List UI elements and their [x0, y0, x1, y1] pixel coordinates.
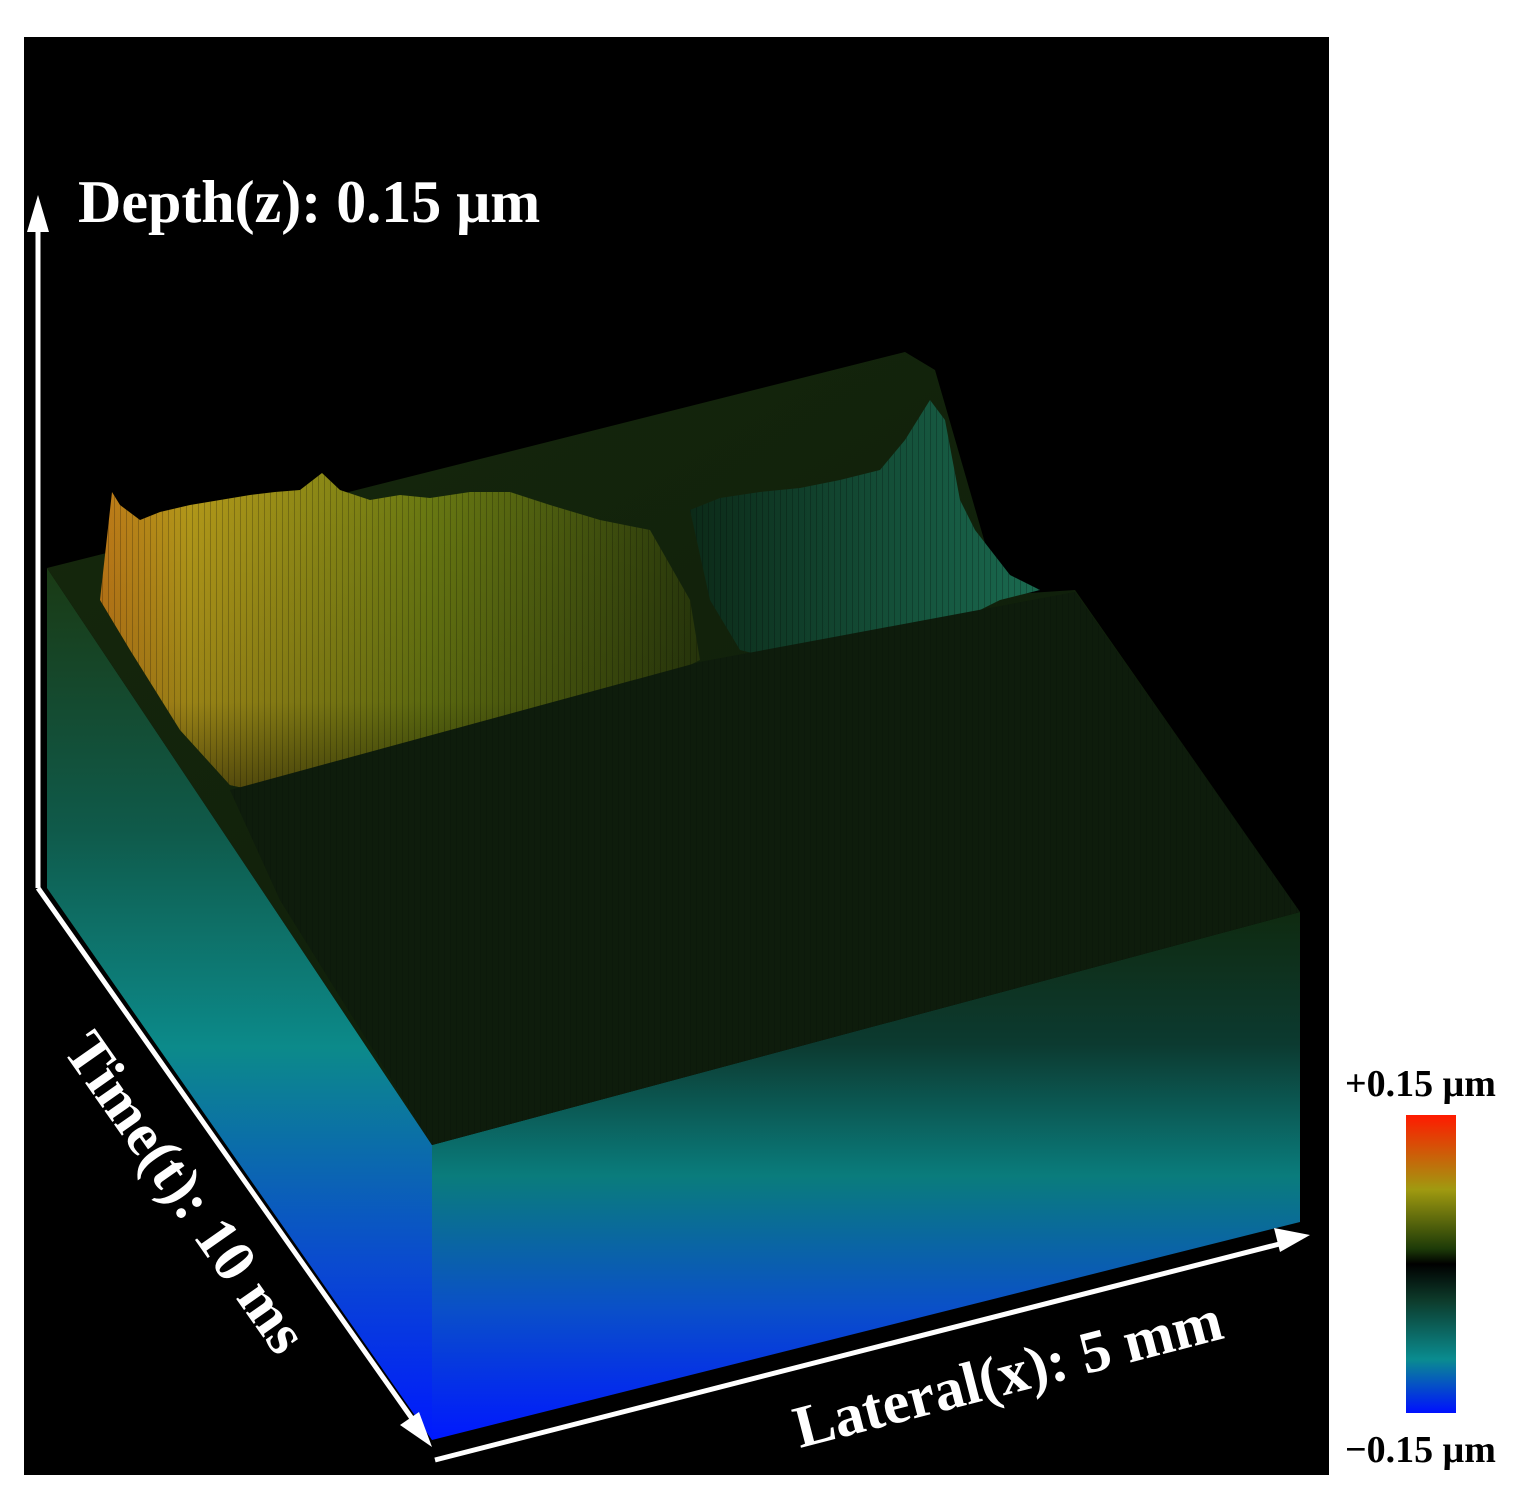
depth-arrowhead [27, 195, 49, 232]
colorbar-max-label: +0.15 μm [1345, 1063, 1496, 1105]
left-face [47, 568, 432, 1440]
time-axis [35, 886, 428, 1439]
lateral-arrowhead [1274, 1228, 1310, 1252]
depth-axis-label: Depth(z): 0.15 μm [78, 169, 540, 235]
lateral-axis [434, 1237, 1296, 1463]
front-face [432, 912, 1300, 1440]
axis-arrowheads [27, 195, 1310, 1447]
surface-block [47, 352, 1300, 1440]
time-arrowhead [400, 1412, 432, 1447]
axes [35, 210, 1296, 1463]
colorbar: +0.15 μm −0.15 μm [1345, 1063, 1496, 1471]
colorbar-gradient-bar [1406, 1115, 1456, 1413]
colorbar-min-label: −0.15 μm [1345, 1429, 1496, 1471]
